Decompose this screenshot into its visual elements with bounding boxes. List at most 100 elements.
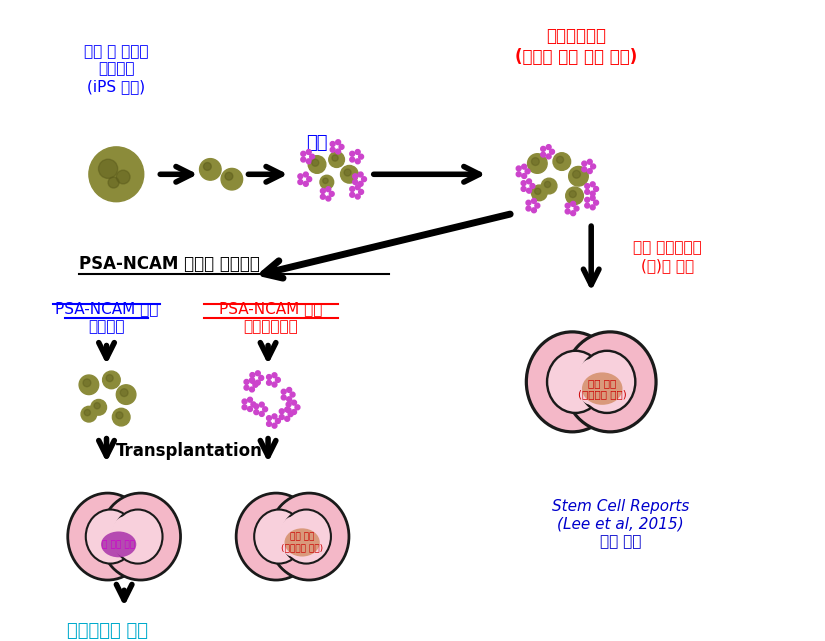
Circle shape — [272, 373, 277, 378]
Circle shape — [225, 172, 233, 180]
Circle shape — [94, 403, 101, 409]
Circle shape — [301, 157, 306, 162]
Circle shape — [521, 187, 526, 192]
Circle shape — [116, 412, 123, 419]
Circle shape — [272, 414, 277, 419]
Circle shape — [330, 147, 335, 152]
Circle shape — [356, 185, 361, 190]
Circle shape — [272, 423, 277, 428]
Circle shape — [291, 410, 296, 415]
Circle shape — [359, 190, 364, 194]
Circle shape — [307, 177, 312, 181]
Circle shape — [249, 387, 254, 392]
Circle shape — [250, 372, 255, 378]
Circle shape — [526, 179, 531, 184]
Circle shape — [259, 376, 264, 380]
Ellipse shape — [269, 493, 349, 580]
Circle shape — [356, 194, 361, 199]
Circle shape — [530, 183, 535, 188]
Text: 분화: 분화 — [306, 134, 328, 152]
Text: 척수손상에 적용: 척수손상에 적용 — [68, 622, 148, 640]
Circle shape — [98, 159, 118, 178]
Circle shape — [276, 378, 280, 382]
Circle shape — [587, 169, 592, 174]
Circle shape — [336, 140, 341, 145]
Ellipse shape — [111, 517, 137, 556]
Circle shape — [531, 185, 547, 201]
Ellipse shape — [576, 359, 606, 405]
Circle shape — [359, 154, 364, 159]
Circle shape — [590, 196, 595, 201]
Circle shape — [540, 152, 545, 157]
Circle shape — [116, 170, 130, 184]
Circle shape — [309, 156, 326, 173]
Circle shape — [329, 192, 334, 196]
Circle shape — [361, 177, 366, 181]
Circle shape — [526, 206, 531, 211]
Circle shape — [585, 197, 590, 203]
Circle shape — [358, 172, 363, 177]
Circle shape — [320, 175, 333, 189]
Ellipse shape — [273, 501, 312, 572]
Circle shape — [285, 417, 290, 421]
Circle shape — [353, 179, 357, 185]
Circle shape — [266, 380, 271, 385]
Circle shape — [79, 375, 99, 395]
Circle shape — [91, 399, 106, 415]
Circle shape — [244, 379, 249, 385]
Circle shape — [287, 387, 291, 392]
Circle shape — [540, 146, 545, 151]
Circle shape — [541, 178, 557, 194]
Circle shape — [590, 182, 595, 187]
Circle shape — [350, 187, 355, 192]
Circle shape — [573, 171, 581, 178]
Circle shape — [298, 174, 303, 179]
Circle shape — [272, 382, 277, 387]
Circle shape — [290, 392, 295, 397]
Circle shape — [350, 157, 355, 162]
Ellipse shape — [526, 332, 618, 432]
Circle shape — [280, 415, 284, 419]
Text: PSA-NCAM 마커로 세포분리: PSA-NCAM 마커로 세포분리 — [79, 255, 260, 273]
Circle shape — [112, 408, 130, 426]
Circle shape — [309, 154, 314, 159]
Circle shape — [120, 388, 128, 397]
Circle shape — [521, 164, 526, 169]
Ellipse shape — [564, 332, 656, 432]
Circle shape — [298, 179, 303, 185]
Text: PSA-NCAM 음성
신경능선세포: PSA-NCAM 음성 신경능선세포 — [219, 301, 323, 334]
Circle shape — [320, 194, 325, 199]
Ellipse shape — [254, 510, 304, 563]
Circle shape — [242, 399, 247, 404]
Circle shape — [84, 410, 91, 416]
Circle shape — [312, 159, 318, 166]
Circle shape — [525, 169, 530, 174]
Text: 신경전구세포
(미분화 세포 완전 제거): 신경전구세포 (미분화 세포 완전 제거) — [516, 28, 638, 66]
Circle shape — [353, 174, 357, 179]
Circle shape — [341, 165, 358, 183]
Circle shape — [350, 151, 355, 156]
Ellipse shape — [113, 510, 163, 563]
Text: 배아 및 역분화
줄기세포
(iPS 세포): 배아 및 역분화 줄기세포 (iPS 세포) — [84, 44, 148, 94]
Circle shape — [254, 410, 259, 415]
Circle shape — [306, 149, 311, 154]
Circle shape — [266, 421, 271, 426]
Circle shape — [286, 402, 291, 407]
Circle shape — [356, 159, 361, 163]
Circle shape — [250, 378, 255, 383]
Circle shape — [242, 405, 247, 410]
Circle shape — [253, 382, 257, 387]
Circle shape — [248, 397, 252, 402]
Circle shape — [108, 177, 119, 188]
Circle shape — [102, 371, 120, 388]
Text: 암 발생 안함: 암 발생 안함 — [102, 540, 135, 549]
Circle shape — [81, 406, 97, 422]
Ellipse shape — [578, 351, 635, 413]
Ellipse shape — [68, 493, 148, 580]
Circle shape — [521, 181, 526, 186]
Circle shape — [569, 190, 577, 197]
Circle shape — [251, 402, 256, 407]
Circle shape — [565, 203, 570, 208]
Circle shape — [590, 205, 595, 210]
Ellipse shape — [280, 517, 305, 556]
